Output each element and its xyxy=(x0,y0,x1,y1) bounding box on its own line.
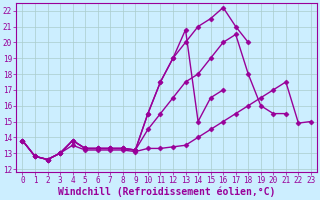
X-axis label: Windchill (Refroidissement éolien,°C): Windchill (Refroidissement éolien,°C) xyxy=(58,187,276,197)
